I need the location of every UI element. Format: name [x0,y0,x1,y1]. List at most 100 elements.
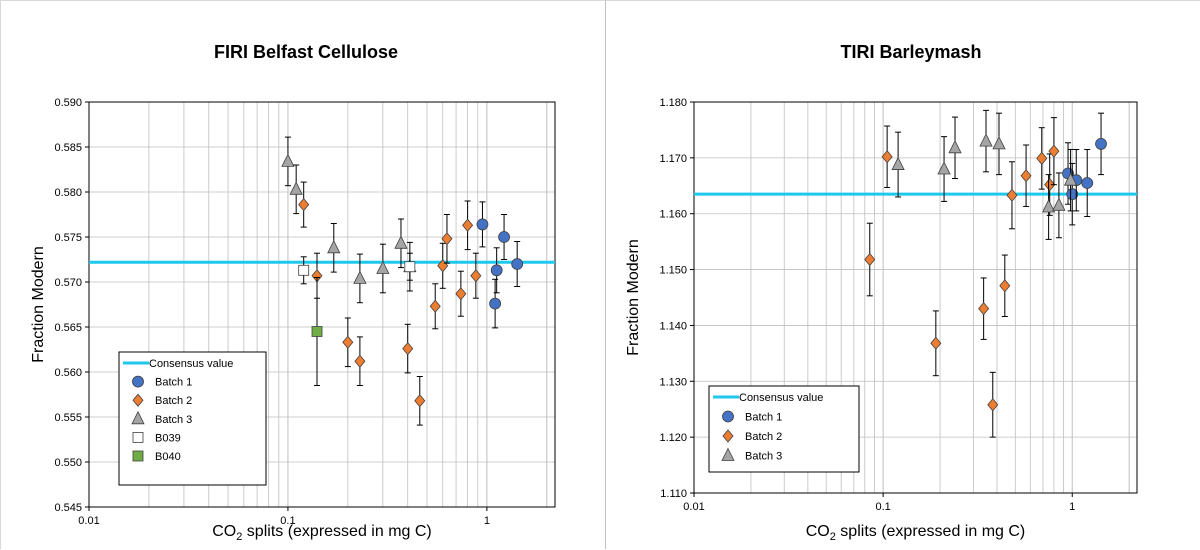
data-point [470,269,482,283]
legend-swatch [721,447,735,461]
data-point [376,260,390,274]
y-tick-label: 0.565 [54,322,82,334]
data-point [987,398,999,412]
y-tick-label: 0.590 [54,97,82,109]
data-point [342,335,354,349]
y-tick-label: 0.575 [54,232,82,244]
y-axis-label: Fraction Modern [30,246,47,363]
data-point [1095,137,1107,150]
data-point [511,258,524,270]
legend: Consensus value Batch 1 Batch 2 Batch 3 B039… [118,351,267,486]
data-point [937,161,951,175]
data-point [979,133,993,147]
legend-swatch [722,410,734,423]
y-axis-label: Fraction Modern [625,239,642,356]
data-point [1020,169,1032,183]
chart-panel-firi: FIRI Belfast Cellulose 0.545 0.550 0.555 0.5… [0,0,605,549]
y-tick-label: 0.555 [54,412,82,424]
legend-swatch [132,450,144,462]
y-tick-label: 1.130 [659,376,687,388]
data-point [930,336,942,350]
legend-swatch [132,375,144,388]
x-tick-label: 1 [484,515,490,527]
legend-label: B040 [155,451,181,463]
legend-label: Batch 1 [745,412,782,424]
data-point [414,394,426,408]
series-b039 [298,252,416,285]
data-point [311,326,323,337]
data-point [402,341,414,356]
y-tick-label: 1.180 [659,97,687,109]
data-point [490,264,503,277]
series-batch-1 [476,201,524,329]
x-tick-label: 1 [1069,501,1075,513]
y-tick-label: 1.140 [659,320,687,332]
data-point [1048,144,1060,158]
data-point [1036,151,1048,166]
data-point [455,287,467,301]
y-tick-label: 1.120 [659,432,687,444]
y-tick-label: 0.560 [54,367,82,379]
legend-box [118,351,267,486]
data-point [1052,197,1066,211]
data-point [404,261,416,273]
data-point [429,299,441,313]
data-point [1081,177,1094,189]
data-point [999,279,1011,293]
data-point [353,270,367,284]
plot-frame [88,101,556,508]
y-tick-label: 1.110 [660,488,687,500]
legend-label: Batch 2 [745,431,782,443]
data-point [394,235,408,249]
chart-panel-tiri: TIRI Barleymash 1.110 1.120 1.130 1.140 1.150… [605,0,1200,549]
y-tick-label: 0.580 [54,187,82,199]
data-point [1044,178,1056,192]
data-point [1041,199,1056,213]
series-batch-2 [864,117,1060,438]
data-point [298,197,310,212]
x-tick-label: 0.01 [78,515,99,527]
chart-svg: FIRI Belfast Cellulose 0.545 0.550 0.555 0.5… [30,42,556,543]
legend-swatch [132,393,144,407]
data-point [354,354,366,368]
data-point [281,153,295,167]
data-point [864,252,876,267]
x-tick-label: 0.1 [875,501,890,513]
x-tick-label: 0.01 [683,501,704,513]
legend: Consensus value Batch 1 Batch 2 Batch 3 [708,385,860,473]
data-point [1066,188,1079,201]
legend-label: Batch 2 [155,395,192,407]
data-point [1063,172,1078,186]
data-point [992,135,1006,150]
legend-swatch [131,410,145,425]
data-point [498,231,510,243]
data-point [298,264,310,276]
x-tick-label: 0.1 [280,515,295,527]
data-point [948,139,962,154]
legend-label: B039 [155,432,181,444]
legend-label: Batch 3 [155,414,192,426]
y-tick-label: 1.150 [659,265,687,277]
legend-label: Batch 3 [745,451,782,463]
x-axis-label: CO2 splits (expressed in mg C) [806,523,1026,543]
data-point [489,297,502,310]
data-point [327,239,341,254]
y-tick-label: 1.160 [659,209,687,221]
series-batch-1 [1062,112,1107,226]
series-batch-2 [298,181,482,426]
y-tick-label: 1.170 [659,153,687,165]
data-point [441,232,453,246]
legend-swatch [132,431,144,443]
chart-title: TIRI Barleymash [840,42,981,62]
series-batch-3 [891,109,1078,240]
legend-swatch [722,429,734,443]
y-tick-label: 0.550 [54,457,82,469]
legend-label: Consensus value [739,392,823,404]
chart-svg: TIRI Barleymash 1.110 1.120 1.130 1.140 1.150… [625,42,1138,543]
legend-label: Consensus value [149,358,233,370]
data-point [289,181,303,195]
data-point [476,218,489,231]
data-point [881,150,893,164]
chart-title: FIRI Belfast Cellulose [214,42,398,62]
data-point [891,156,905,170]
